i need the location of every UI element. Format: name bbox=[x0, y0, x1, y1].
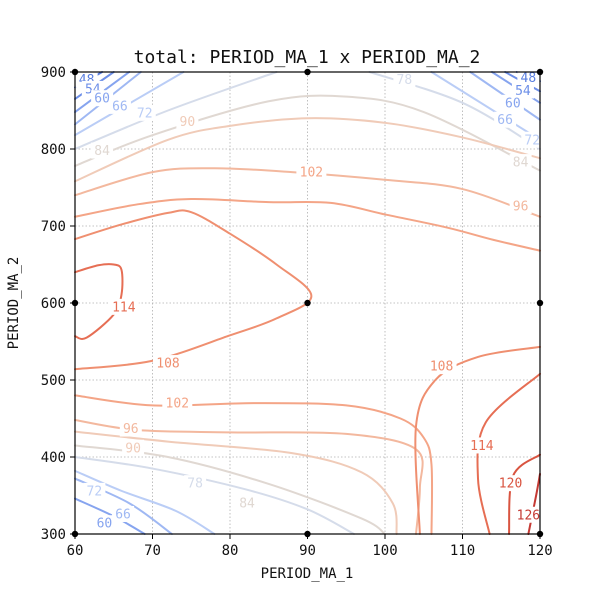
contour-label-bg bbox=[133, 104, 156, 121]
contour-label-72: 72 bbox=[87, 484, 103, 499]
contour-label-bg bbox=[501, 94, 524, 111]
x-tick-label: 80 bbox=[222, 543, 239, 559]
contour-label-bg bbox=[184, 475, 207, 492]
chart-title: total: PERIOD_MA_1 x PERIOD_MA_2 bbox=[134, 47, 481, 68]
contour-label-72: 72 bbox=[137, 106, 153, 121]
contour-line-114 bbox=[74, 263, 124, 340]
contour-label-108: 108 bbox=[430, 360, 453, 375]
contour-label-84: 84 bbox=[513, 156, 529, 171]
y-tick-label: 500 bbox=[41, 373, 66, 389]
contour-label-84: 84 bbox=[239, 497, 255, 512]
contour-label-bg bbox=[521, 131, 544, 148]
y-axis-label: PERIOD_MA_2 bbox=[6, 257, 22, 350]
contour-label-bg bbox=[517, 69, 540, 86]
contour-line-84 bbox=[74, 94, 541, 172]
x-tick-label: 100 bbox=[372, 543, 397, 559]
contour-label-bg bbox=[466, 437, 497, 454]
contour-line-126 bbox=[527, 472, 541, 535]
contour-label-84: 84 bbox=[94, 144, 110, 159]
contour-label-90: 90 bbox=[125, 441, 141, 456]
contour-label-66: 66 bbox=[112, 99, 128, 114]
contour-line-102 bbox=[74, 394, 434, 535]
contour-label-bg bbox=[511, 82, 534, 99]
contour-label-bg bbox=[91, 90, 114, 107]
contour-label-126: 126 bbox=[517, 508, 540, 523]
x-tick-label: 60 bbox=[67, 543, 84, 559]
contour-label-bg bbox=[122, 439, 145, 456]
contour-line-78 bbox=[74, 456, 355, 535]
y-tick-label: 800 bbox=[41, 142, 66, 158]
contour-label-bg bbox=[494, 111, 517, 128]
axis-ticks: 60 70 80 90 100 110 120 300 400 500 600 700 800 900 bbox=[41, 65, 553, 559]
contour-label-114: 114 bbox=[470, 439, 494, 454]
contour-label-bg bbox=[112, 505, 135, 522]
y-tick-label: 400 bbox=[41, 450, 66, 466]
x-tick-label: 110 bbox=[450, 543, 475, 559]
contour-line-72 bbox=[430, 71, 541, 141]
contour-label-96: 96 bbox=[513, 199, 529, 214]
contour-label-66: 66 bbox=[115, 507, 131, 522]
contour-label-60: 60 bbox=[97, 517, 113, 532]
y-tick-label: 700 bbox=[41, 219, 66, 235]
contour-label-60: 60 bbox=[94, 92, 110, 107]
contour-label-bg bbox=[153, 355, 183, 372]
contour-label-108: 108 bbox=[156, 357, 179, 372]
contour-label-78: 78 bbox=[187, 477, 203, 492]
contour-label-bg bbox=[93, 515, 116, 532]
contour-label-bg bbox=[162, 395, 193, 412]
contour-label-bg bbox=[108, 298, 139, 315]
contour-label-bg bbox=[509, 197, 532, 214]
contour-line-102 bbox=[74, 198, 541, 252]
x-axis-label: PERIOD_MA_1 bbox=[261, 566, 354, 582]
contour-label-bg bbox=[509, 154, 532, 171]
contour-label-72: 72 bbox=[524, 133, 540, 148]
contour-label-120: 120 bbox=[499, 477, 522, 492]
contour-line-78 bbox=[74, 71, 278, 150]
contour-line-90 bbox=[74, 117, 541, 183]
contour-label-96: 96 bbox=[123, 422, 139, 437]
x-tick-label: 90 bbox=[299, 543, 316, 559]
contour-label-102: 102 bbox=[166, 397, 189, 412]
contour-label-90: 90 bbox=[180, 115, 196, 130]
y-tick-label: 900 bbox=[41, 65, 66, 81]
contour-label-78: 78 bbox=[397, 73, 413, 88]
contour-label-102: 102 bbox=[300, 166, 323, 181]
contour-label-66: 66 bbox=[497, 113, 513, 128]
y-tick-label: 600 bbox=[41, 296, 66, 312]
y-tick-label: 300 bbox=[41, 527, 66, 543]
contour-line-72 bbox=[74, 469, 216, 535]
contour-label-60: 60 bbox=[505, 96, 521, 111]
contour-label-48: 48 bbox=[521, 71, 537, 86]
contour-label-bg bbox=[176, 113, 199, 130]
contour-label-bg bbox=[236, 495, 259, 512]
contour-label-bg bbox=[495, 475, 526, 492]
contour-line-108 bbox=[414, 345, 541, 535]
x-tick-label: 70 bbox=[144, 543, 161, 559]
contour-label-bg bbox=[91, 142, 114, 159]
contour-label-bg bbox=[119, 420, 142, 437]
x-tick-label: 120 bbox=[527, 543, 552, 559]
contour-label-bg bbox=[426, 358, 457, 375]
contour-label-bg bbox=[108, 97, 131, 114]
contour-label-114: 114 bbox=[112, 300, 136, 315]
contour-label-bg bbox=[393, 71, 416, 88]
contour-label-bg bbox=[83, 482, 106, 499]
contour-label-bg bbox=[513, 506, 544, 523]
contour-line-108 bbox=[74, 209, 313, 371]
contour-line-90 bbox=[74, 430, 398, 535]
contour-label-bg bbox=[296, 164, 327, 181]
contour-line-96 bbox=[74, 167, 541, 218]
sample-point bbox=[304, 299, 311, 307]
